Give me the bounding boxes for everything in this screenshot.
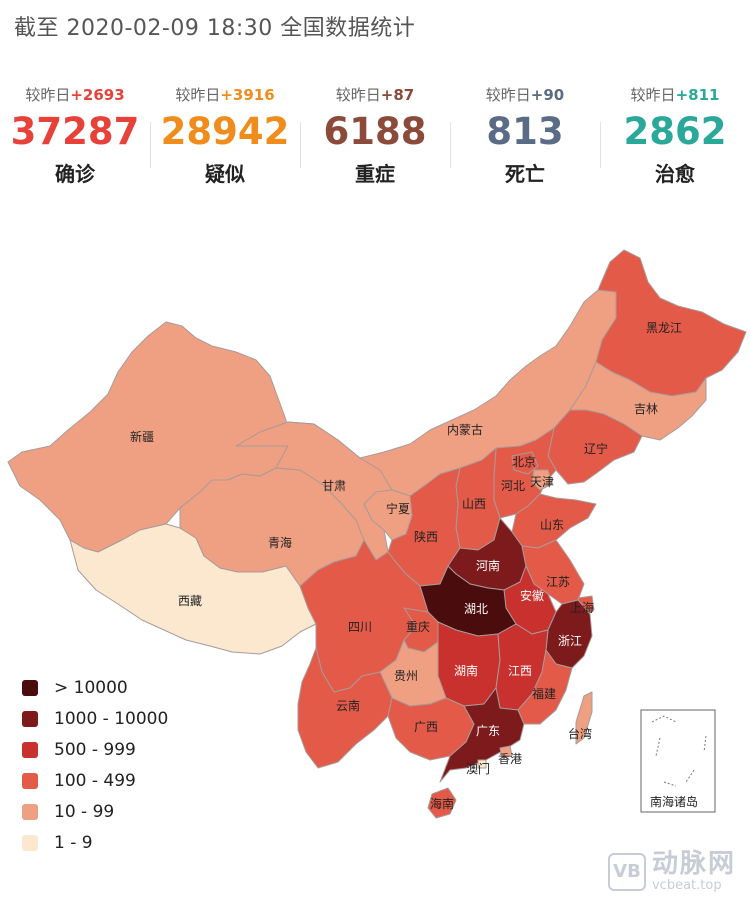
china-choropleth-map	[7, 249, 747, 819]
legend: > 10000 1000 - 10000 500 - 999 100 - 499…	[22, 672, 168, 858]
region-hunan[interactable]	[437, 621, 501, 707]
legend-item: 10 - 99	[22, 796, 168, 827]
delta-value: +90	[530, 86, 565, 104]
region-taiwan[interactable]	[575, 691, 593, 745]
vb-logo-icon: VB	[607, 852, 646, 891]
legend-swatch	[22, 803, 38, 820]
legend-label: 100 - 499	[54, 770, 136, 791]
stat-deaths: 较昨日+90 813 死亡	[450, 84, 600, 204]
page-title: 截至 2020-02-09 18:30 全国数据统计	[14, 16, 416, 41]
legend-swatch	[22, 834, 38, 851]
delta-value: +811	[675, 86, 720, 104]
legend-label: 1000 - 10000	[54, 708, 169, 729]
region-beijing[interactable]	[511, 451, 539, 475]
stat-label: 疑似	[205, 162, 245, 186]
delta-prefix: 较昨日	[485, 86, 531, 104]
legend-item: 1000 - 10000	[22, 703, 168, 734]
stat-value: 2862	[623, 110, 727, 153]
delta-value: +3916	[220, 86, 275, 104]
stat-label: 重症	[355, 162, 395, 186]
region-yunnan[interactable]	[297, 647, 393, 769]
legend-label: 500 - 999	[54, 739, 136, 760]
legend-swatch	[22, 679, 38, 696]
stat-value: 813	[486, 110, 564, 153]
delta-prefix: 较昨日	[630, 86, 676, 104]
legend-item: 1 - 9	[22, 827, 168, 858]
watermark-url: vcbeat.top	[651, 878, 722, 893]
legend-swatch	[22, 710, 38, 727]
stat-value: 37287	[10, 110, 140, 153]
delta-prefix: 较昨日	[335, 86, 381, 104]
delta-prefix: 较昨日	[25, 86, 71, 104]
region-hainan[interactable]	[427, 787, 457, 819]
stat-recovered: 较昨日+811 2862 治愈	[600, 84, 750, 204]
legend-swatch	[22, 741, 38, 758]
stats-bar: 较昨日+2693 37287 确诊 较昨日+3916 28942 疑似 较昨日+…	[0, 84, 750, 204]
legend-item: > 10000	[22, 672, 168, 703]
delta-value: +87	[380, 86, 415, 104]
legend-swatch	[22, 772, 38, 789]
stat-confirmed: 较昨日+2693 37287 确诊	[0, 84, 150, 204]
region-tianjin[interactable]	[531, 469, 553, 491]
region-macau[interactable]	[477, 759, 487, 769]
delta-value: +2693	[70, 86, 125, 104]
stat-label: 确诊	[55, 162, 95, 186]
stat-value: 28942	[160, 110, 290, 153]
region-hongkong[interactable]	[499, 745, 513, 759]
legend-item: 500 - 999	[22, 734, 168, 765]
watermark-name: 动脉网	[651, 849, 736, 879]
legend-item: 100 - 499	[22, 765, 168, 796]
stat-label: 治愈	[655, 162, 695, 186]
legend-label: > 10000	[54, 677, 128, 698]
stat-label: 死亡	[505, 162, 545, 186]
stat-suspected: 较昨日+3916 28942 疑似	[150, 84, 300, 204]
region-guangdong[interactable]	[439, 687, 525, 783]
stat-value: 6188	[323, 110, 427, 153]
legend-label: 10 - 99	[54, 801, 115, 822]
south-china-sea-inset	[640, 709, 716, 813]
stat-severe: 较昨日+87 6188 重症	[300, 84, 450, 204]
watermark: VB 动脉网 vcbeat.top	[607, 849, 736, 893]
delta-prefix: 较昨日	[175, 86, 221, 104]
region-fujian[interactable]	[517, 649, 573, 725]
region-heilongjiang[interactable]	[595, 249, 747, 397]
legend-label: 1 - 9	[54, 832, 93, 853]
